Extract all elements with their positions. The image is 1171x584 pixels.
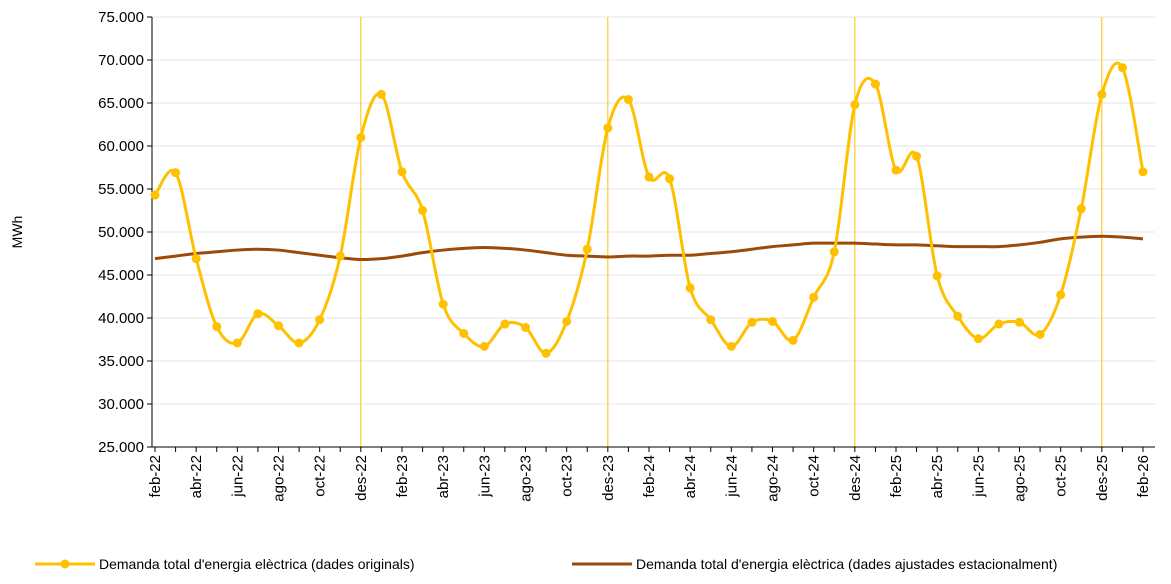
data-point: [665, 174, 675, 184]
data-point: [479, 341, 489, 351]
y-tick-label: 65.000: [98, 95, 144, 112]
x-tick-label: abr-22: [188, 455, 205, 498]
data-point: [912, 151, 922, 161]
data-point: [521, 322, 530, 332]
legend-label: Demanda total d'energia elèctrica (dades…: [99, 556, 415, 572]
data-point: [747, 317, 757, 327]
y-tick-label: 60.000: [98, 138, 144, 155]
data-point: [356, 132, 366, 142]
series-line: [153, 61, 1145, 355]
data-point: [706, 315, 716, 325]
y-tick-label: 70.000: [98, 52, 144, 69]
data-point: [150, 190, 160, 200]
x-tick-label: ago-24: [765, 455, 782, 502]
x-tick-label: ago-25: [1012, 455, 1029, 502]
x-tick-label: ago-22: [271, 455, 288, 502]
data-point: [1076, 204, 1086, 214]
data-point: [829, 247, 839, 257]
data-point: [541, 348, 551, 358]
x-tick-label: des-22: [353, 455, 370, 501]
x-tick-label: oct-24: [806, 455, 823, 497]
data-point: [294, 338, 304, 348]
data-point: [891, 165, 901, 175]
data-point: [644, 172, 654, 182]
x-tick-label: feb-23: [394, 455, 411, 498]
data-point: [726, 341, 736, 351]
x-tick-label: ago-23: [518, 455, 535, 502]
data-point: [191, 254, 201, 264]
data-point: [500, 319, 510, 329]
x-tick-label: abr-25: [929, 455, 946, 498]
x-tick-label: des-23: [600, 455, 617, 501]
data-point: [232, 338, 242, 348]
x-tick-label: abr-23: [435, 455, 452, 498]
data-point: [973, 334, 983, 344]
x-tick-label: feb-25: [888, 455, 905, 498]
data-point: [768, 316, 777, 326]
data-point: [171, 168, 181, 178]
series-line: [154, 234, 1144, 262]
y-axis-label: MWh: [9, 216, 25, 249]
data-point: [1035, 329, 1045, 339]
data-point: [1138, 167, 1148, 177]
x-tick-label: jun-23: [476, 455, 493, 498]
data-point: [850, 100, 860, 110]
data-point: [1117, 63, 1127, 73]
data-point: [315, 315, 325, 325]
data-point: [809, 292, 819, 302]
data-point: [459, 328, 469, 338]
data-point: [870, 79, 880, 89]
data-point: [253, 309, 263, 319]
x-tick-label: feb-26: [1135, 455, 1152, 498]
y-tick-label: 45.000: [98, 267, 144, 284]
data-point: [438, 299, 448, 309]
data-point: [397, 167, 407, 177]
data-point: [994, 319, 1004, 329]
data-point: [685, 283, 695, 293]
x-tick-label: des-25: [1094, 455, 1111, 501]
data-point: [1097, 89, 1107, 99]
data-point: [274, 321, 283, 331]
data-point: [418, 206, 428, 215]
data-point: [932, 271, 942, 281]
x-tick-label: oct-22: [312, 455, 329, 497]
y-tick-label: 75.000: [98, 9, 144, 26]
data-point: [335, 251, 345, 261]
data-point: [1056, 290, 1066, 300]
x-tick-label: abr-24: [682, 455, 699, 498]
data-point: [788, 335, 798, 345]
data-point: [376, 89, 386, 99]
x-tick-label: feb-22: [147, 455, 164, 498]
y-tick-label: 30.000: [98, 396, 144, 413]
x-tick-label: jun-24: [723, 455, 740, 498]
y-tick-label: 50.000: [98, 224, 144, 241]
legend-marker: [60, 559, 70, 569]
y-tick-label: 55.000: [98, 181, 144, 198]
x-tick-label: des-24: [847, 455, 864, 501]
x-tick-label: jun-22: [229, 455, 246, 498]
data-point: [562, 316, 572, 326]
data-point: [623, 95, 633, 105]
y-tick-label: 35.000: [98, 353, 144, 370]
x-tick-label: jun-25: [970, 455, 987, 498]
y-tick-label: 25.000: [98, 439, 144, 456]
y-tick-label: 40.000: [98, 310, 144, 327]
data-point: [603, 123, 613, 133]
data-point: [212, 322, 222, 332]
x-tick-label: feb-24: [641, 455, 658, 498]
legend-label: Demanda total d'energia elèctrica (dades…: [636, 556, 1057, 572]
data-point: [953, 311, 963, 321]
x-tick-label: oct-23: [559, 455, 576, 497]
x-tick-label: oct-25: [1053, 455, 1070, 497]
data-point: [1015, 317, 1024, 327]
data-point: [582, 244, 592, 254]
